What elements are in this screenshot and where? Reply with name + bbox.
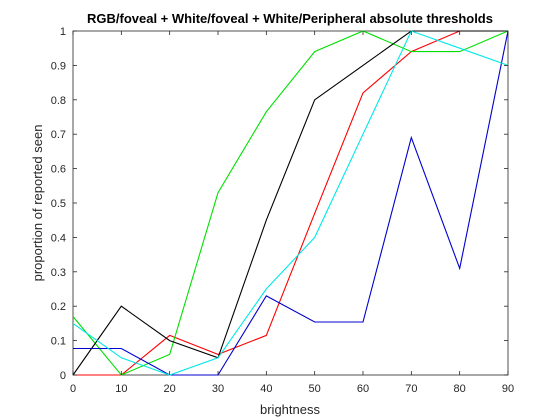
x-tick-label: 0 — [70, 383, 76, 395]
y-tick-label: 0.7 — [51, 129, 66, 141]
y-tick-label: 0.4 — [51, 232, 66, 244]
series-layer — [72, 30, 509, 376]
series-line-3 — [73, 30, 509, 376]
x-axis-label: brightness — [260, 402, 320, 417]
x-tick-label: 40 — [260, 383, 272, 395]
series-line-1 — [73, 30, 508, 376]
x-tick-label: 10 — [115, 383, 127, 395]
x-tick-label: 60 — [357, 383, 369, 395]
y-tick-label: 0.3 — [51, 267, 66, 279]
plot-area — [72, 30, 509, 376]
series-line-4 — [72, 30, 508, 376]
tick-layer: 0 10 20 30 40 50 60 70 80 90 0 0.1 0.2 0.3 0.4 0.5 0.6 0.… — [51, 26, 514, 395]
y-tick-label: 0.8 — [51, 95, 66, 107]
y-tick-label: 0.5 — [51, 198, 66, 210]
x-tick-label: 80 — [454, 383, 466, 395]
y-tick-label: 0.1 — [51, 336, 66, 348]
series-line-2 — [72, 30, 509, 376]
x-tick-label: 30 — [212, 383, 224, 395]
y-tick-label: 0.2 — [51, 301, 66, 313]
x-tick-label: 70 — [405, 383, 417, 395]
chart-title: RGB/foveal + White/foveal + White/Periph… — [87, 11, 493, 26]
y-tick-label: 0.9 — [51, 60, 66, 72]
y-axis-label: proportion of reported seen — [30, 125, 45, 282]
x-tick-label: 50 — [309, 383, 321, 395]
y-tick-label: 0 — [60, 370, 66, 382]
y-tick-label: 1 — [60, 26, 66, 38]
x-tick-label: 20 — [164, 383, 176, 395]
x-tick-label: 90 — [502, 383, 514, 395]
series-line-5 — [72, 30, 509, 376]
y-tick-label: 0.6 — [51, 164, 66, 176]
